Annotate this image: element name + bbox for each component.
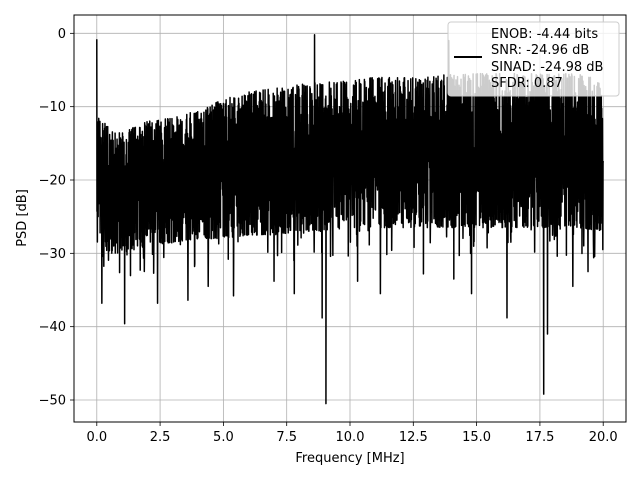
y-axis-label: PSD [dB] — [15, 189, 30, 247]
plot-region — [96, 34, 604, 405]
y-tick-label: −20 — [39, 174, 66, 189]
legend-entry-snr: SNR: -24.96 dB — [491, 43, 589, 58]
x-tick-label: 17.5 — [525, 430, 554, 445]
x-axis-label: Frequency [MHz] — [295, 451, 404, 466]
psd-series-line — [96, 34, 604, 405]
legend-entry-enob: ENOB: -4.44 bits — [491, 27, 598, 42]
x-axis: 0.0 2.5 5.0 7.5 10.0 12.5 15.0 17.5 20.0 — [86, 422, 618, 445]
legend-entry-sinad: SINAD: -24.98 dB — [491, 60, 603, 75]
legend: ENOB: -4.44 bits SNR: -24.96 dB SINAD: -… — [447, 21, 620, 97]
x-tick-label: 5.0 — [213, 430, 234, 445]
x-tick-label: 7.5 — [276, 430, 297, 445]
x-tick-label: 20.0 — [589, 430, 618, 445]
x-tick-label: 2.5 — [150, 430, 171, 445]
y-tick-label: −30 — [39, 247, 66, 262]
y-axis: 0 −10 −20 −30 −40 −50 — [39, 27, 74, 409]
x-tick-label: 15.0 — [462, 430, 491, 445]
y-tick-label: −10 — [39, 100, 66, 115]
series-group — [96, 34, 604, 405]
y-tick-label: 0 — [58, 27, 66, 42]
legend-box — [447, 21, 620, 97]
legend-entry-sfdr: SFDR: 0.87 — [491, 76, 563, 91]
y-tick-label: −40 — [39, 320, 66, 335]
x-tick-label: 10.0 — [336, 430, 365, 445]
y-tick-label: −50 — [39, 394, 66, 409]
x-tick-label: 12.5 — [399, 430, 428, 445]
x-tick-label: 0.0 — [86, 430, 107, 445]
